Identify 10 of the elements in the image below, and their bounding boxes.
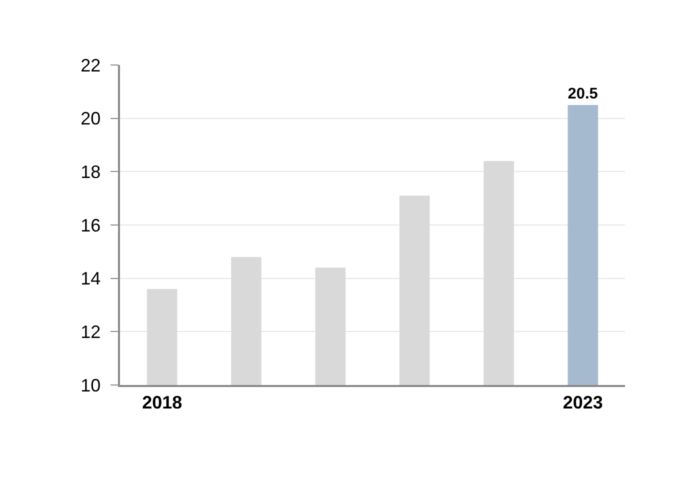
data-label: 20.5 [568, 85, 598, 102]
y-tick-label: 18 [80, 162, 101, 182]
x-tick-label: 2018 [142, 392, 182, 412]
y-tick-label: 14 [80, 268, 101, 289]
y-tick-label: 16 [80, 215, 101, 236]
y-tick-label: 22 [80, 55, 101, 76]
x-tick-label: 2023 [562, 392, 603, 412]
y-tick-label: 20 [80, 108, 101, 129]
y-tick-label: 12 [80, 322, 101, 342]
y-tick-label: 10 [80, 375, 101, 396]
